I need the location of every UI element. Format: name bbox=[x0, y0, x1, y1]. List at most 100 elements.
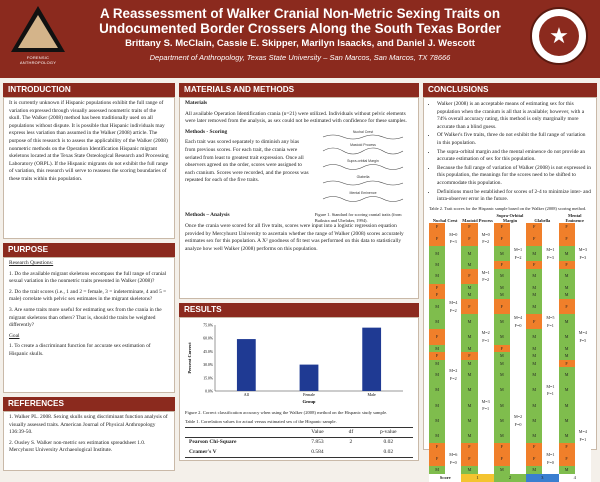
t2-header-nuchal: Nuchal Crest bbox=[432, 218, 458, 224]
sex-cell: M bbox=[493, 291, 510, 300]
sex-cell: M bbox=[461, 245, 478, 262]
sex-cell: M bbox=[526, 268, 543, 284]
group-count-cell: M=4 F=0 bbox=[509, 314, 527, 330]
group-count-cell bbox=[509, 367, 527, 383]
scoring-title: Methods - Scoring bbox=[185, 128, 228, 135]
group-count-cell bbox=[574, 466, 591, 474]
sex-cell: M bbox=[429, 344, 446, 353]
group-count-cell bbox=[542, 428, 559, 444]
table-row: M M M M=4 F=0 F M=5 F=1 M bbox=[429, 314, 591, 330]
logo-caption: FORENSIC ANTHROPOLOGY bbox=[19, 55, 57, 65]
figure-1: Nuchal Crest Mastoid Process Supra-orbit… bbox=[313, 128, 413, 213]
analysis-text: Once the crania were scored for all five… bbox=[185, 222, 404, 252]
score-4: 4 bbox=[558, 473, 591, 482]
score-3: 3 bbox=[526, 473, 559, 482]
t1-cell: 0.584 bbox=[311, 448, 324, 455]
sex-cell: M bbox=[526, 352, 543, 360]
sex-cell: F bbox=[558, 443, 575, 451]
fig1-label-supraorbital: Supra-orbital Margin bbox=[347, 159, 379, 163]
group-count-cell bbox=[445, 268, 462, 284]
table-row: M M M M M M=4 F=1 bbox=[429, 428, 591, 444]
table-2: Nuchal Crest Mastoid Process Supra-Orbit… bbox=[429, 213, 591, 482]
group-count-cell bbox=[445, 329, 462, 345]
sex-cell: M bbox=[493, 412, 510, 429]
sex-cell: M bbox=[526, 397, 543, 413]
sex-cell: F bbox=[558, 359, 575, 368]
group-count-cell bbox=[445, 397, 462, 413]
table-1: Value df p-value Pearson Chi-Square 7.85… bbox=[185, 426, 413, 459]
sex-cell: F bbox=[558, 450, 575, 467]
sex-cell: M bbox=[493, 359, 510, 368]
results-heading: RESULTS bbox=[179, 303, 419, 317]
group-count-cell bbox=[542, 283, 559, 292]
sex-cell: M bbox=[558, 412, 575, 429]
sex-cell: M bbox=[526, 428, 543, 444]
group-count-cell bbox=[509, 466, 527, 474]
research-question-2: 2. Do the trait scores (i.e., 1 and 2 = … bbox=[9, 288, 167, 303]
group-count-cell bbox=[509, 397, 527, 413]
t2-header-supraorbital: Supra-Orbital Margin bbox=[496, 213, 524, 224]
sex-cell: F bbox=[558, 261, 575, 269]
sex-cell: M bbox=[558, 466, 575, 474]
group-count-cell bbox=[509, 382, 527, 398]
sex-cell: F bbox=[526, 230, 543, 246]
sex-cell: F bbox=[526, 261, 543, 269]
group-count-cell bbox=[542, 352, 559, 360]
sex-cell: M bbox=[558, 428, 575, 444]
sex-cell: M bbox=[461, 397, 478, 413]
group-count-cell bbox=[477, 412, 494, 429]
group-count-cell bbox=[477, 245, 494, 262]
sex-cell: F bbox=[461, 230, 478, 246]
table-row: F M M=2 F=1 M M M M=4 F=5 bbox=[429, 329, 591, 345]
group-count-cell: M=2 F=0 bbox=[509, 412, 527, 429]
bar-female bbox=[299, 364, 319, 391]
sex-cell: F bbox=[493, 450, 510, 467]
sex-cell: M bbox=[429, 261, 446, 269]
table-row: F M=0 F=3 F M=0 F=2 F F F bbox=[429, 230, 591, 246]
sex-cell: F bbox=[493, 261, 510, 269]
sex-cell: M bbox=[493, 382, 510, 398]
sex-cell: M bbox=[429, 428, 446, 444]
sex-cell: F bbox=[429, 283, 446, 292]
group-count-cell bbox=[574, 382, 591, 398]
group-count-cell bbox=[445, 443, 462, 451]
t1-header-df: df bbox=[338, 426, 364, 439]
title-line-1: A Reassessment of Walker Cranial Non-Met… bbox=[99, 6, 501, 21]
group-count-cell bbox=[477, 344, 494, 353]
group-count-cell bbox=[477, 314, 494, 330]
group-count-cell bbox=[574, 299, 591, 315]
group-count-cell bbox=[477, 450, 494, 467]
sex-cell: M bbox=[558, 268, 575, 284]
sex-cell: M bbox=[429, 359, 446, 368]
group-count-cell bbox=[477, 382, 494, 398]
sex-cell: M bbox=[429, 466, 446, 474]
sex-cell: M bbox=[526, 359, 543, 368]
group-count-cell bbox=[445, 428, 462, 444]
group-count-cell bbox=[542, 299, 559, 315]
group-count-cell bbox=[542, 230, 559, 246]
group-count-cell: M=4 F=2 bbox=[445, 299, 462, 315]
sex-cell: M bbox=[429, 397, 446, 413]
y-axis-label: Percent Correct bbox=[187, 342, 192, 374]
group-count-cell bbox=[542, 344, 559, 353]
group-count-cell bbox=[574, 261, 591, 269]
sex-cell: M bbox=[461, 412, 478, 429]
t1-cell: Pearson Chi-Square bbox=[189, 439, 237, 446]
group-count-cell bbox=[445, 352, 462, 360]
sex-cell: M bbox=[493, 367, 510, 383]
sex-cell: F bbox=[526, 223, 543, 231]
research-question-1: 1. Do the available migrant skeletons en… bbox=[9, 270, 167, 285]
right-column: CONCLUSIONS Walker (2008) is an acceptab… bbox=[423, 83, 597, 482]
figure-1-caption: Figure 1. Standard for scoring cranial t… bbox=[314, 212, 402, 223]
table-1-caption: Table 1. Correlation values for actual v… bbox=[185, 418, 337, 424]
purpose-heading: PURPOSE bbox=[3, 243, 175, 257]
score-2: 2 bbox=[493, 473, 527, 482]
sex-cell: M bbox=[526, 245, 543, 262]
group-count-cell: M=1 F=1 bbox=[542, 382, 559, 398]
group-count-cell: M=1 F=2 bbox=[509, 245, 527, 262]
